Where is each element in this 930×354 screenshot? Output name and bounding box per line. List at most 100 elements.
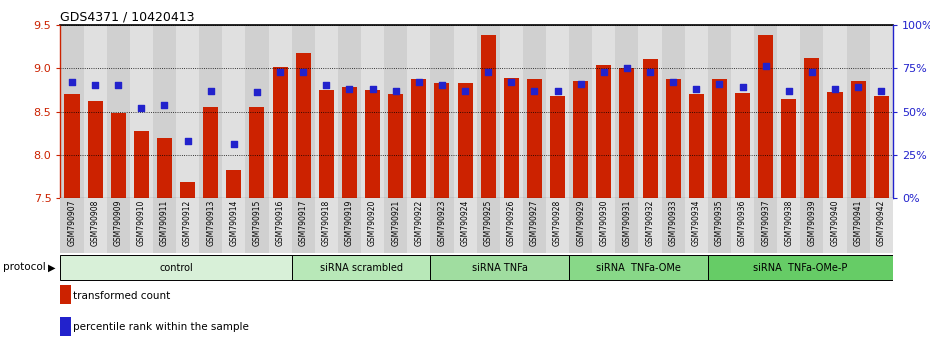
Bar <box>851 81 866 198</box>
Bar <box>130 25 153 198</box>
Bar <box>616 25 639 198</box>
Bar <box>431 198 454 253</box>
Bar <box>272 67 287 198</box>
Text: siRNA  TNFa-OMe: siRNA TNFa-OMe <box>596 263 681 273</box>
Text: GSM790935: GSM790935 <box>715 200 724 246</box>
Bar <box>731 25 754 198</box>
Bar <box>731 198 754 253</box>
Text: percentile rank within the sample: percentile rank within the sample <box>73 322 249 332</box>
Bar <box>661 198 684 253</box>
Bar <box>527 79 542 198</box>
Bar <box>199 198 222 253</box>
Text: GSM790921: GSM790921 <box>392 200 400 246</box>
Text: GSM790934: GSM790934 <box>692 200 701 246</box>
Bar <box>454 198 476 253</box>
Bar <box>499 198 523 253</box>
Bar <box>84 25 107 198</box>
FancyBboxPatch shape <box>292 255 431 280</box>
Text: GSM790940: GSM790940 <box>830 200 840 246</box>
Text: GSM790927: GSM790927 <box>530 200 538 246</box>
Point <box>804 69 819 74</box>
Text: GSM790911: GSM790911 <box>160 200 169 246</box>
Bar <box>180 182 195 198</box>
Text: GSM790912: GSM790912 <box>183 200 193 246</box>
Bar <box>176 25 199 198</box>
Bar <box>342 87 357 198</box>
Bar <box>592 198 616 253</box>
FancyBboxPatch shape <box>431 255 569 280</box>
Point <box>272 69 287 74</box>
Text: GSM790937: GSM790937 <box>761 200 770 246</box>
Bar <box>176 198 199 253</box>
Bar <box>407 25 431 198</box>
Bar <box>870 198 893 253</box>
Text: GSM790914: GSM790914 <box>230 200 238 246</box>
Point <box>712 81 727 87</box>
Point <box>204 88 219 93</box>
Bar <box>130 198 153 253</box>
Text: siRNA  TNFa-OMe-P: siRNA TNFa-OMe-P <box>753 263 847 273</box>
Bar <box>407 198 431 253</box>
Text: GSM790917: GSM790917 <box>299 200 308 246</box>
Point <box>64 79 79 85</box>
Bar <box>708 25 731 198</box>
Bar <box>823 198 846 253</box>
Bar <box>111 113 126 198</box>
Text: GSM790930: GSM790930 <box>599 200 608 246</box>
Point <box>527 88 542 93</box>
Bar <box>735 93 750 198</box>
Point <box>596 69 611 74</box>
Bar <box>454 25 476 198</box>
Text: GSM790920: GSM790920 <box>368 200 377 246</box>
Text: GSM790933: GSM790933 <box>669 200 678 246</box>
Point <box>573 81 588 87</box>
Point <box>319 82 334 88</box>
Bar <box>550 96 565 198</box>
Bar <box>711 79 727 198</box>
Bar <box>226 170 242 198</box>
Bar <box>269 25 292 198</box>
Bar <box>338 198 361 253</box>
Bar <box>689 94 704 198</box>
Bar <box>823 25 846 198</box>
FancyBboxPatch shape <box>708 255 893 280</box>
Point <box>643 69 658 74</box>
Bar <box>199 25 222 198</box>
Point <box>619 65 634 71</box>
Bar <box>388 94 404 198</box>
Point <box>434 82 449 88</box>
Bar <box>596 65 611 198</box>
Bar <box>314 198 338 253</box>
Point <box>874 88 889 93</box>
Bar <box>296 52 311 198</box>
Text: GSM790916: GSM790916 <box>275 200 285 246</box>
Text: GDS4371 / 10420413: GDS4371 / 10420413 <box>60 11 195 24</box>
Bar <box>365 90 380 198</box>
Text: control: control <box>159 263 193 273</box>
Bar <box>777 25 801 198</box>
Text: GSM790936: GSM790936 <box>738 200 747 246</box>
FancyBboxPatch shape <box>60 255 292 280</box>
Bar <box>708 198 731 253</box>
Bar <box>60 198 84 253</box>
Bar <box>573 81 588 198</box>
Bar <box>134 131 149 198</box>
Bar <box>684 25 708 198</box>
Text: GSM790929: GSM790929 <box>577 200 585 246</box>
Text: GSM790925: GSM790925 <box>484 200 493 246</box>
Bar <box>292 25 314 198</box>
Bar <box>546 198 569 253</box>
Text: GSM790918: GSM790918 <box>322 200 331 246</box>
Bar <box>338 25 361 198</box>
Bar <box>777 198 801 253</box>
Point <box>296 69 311 74</box>
Bar <box>87 101 102 198</box>
Text: GSM790907: GSM790907 <box>68 200 76 246</box>
Bar <box>222 25 246 198</box>
Bar <box>431 25 454 198</box>
Bar <box>157 138 172 198</box>
Bar <box>754 198 777 253</box>
Bar <box>523 198 546 253</box>
Point <box>481 69 496 74</box>
Bar <box>754 25 777 198</box>
